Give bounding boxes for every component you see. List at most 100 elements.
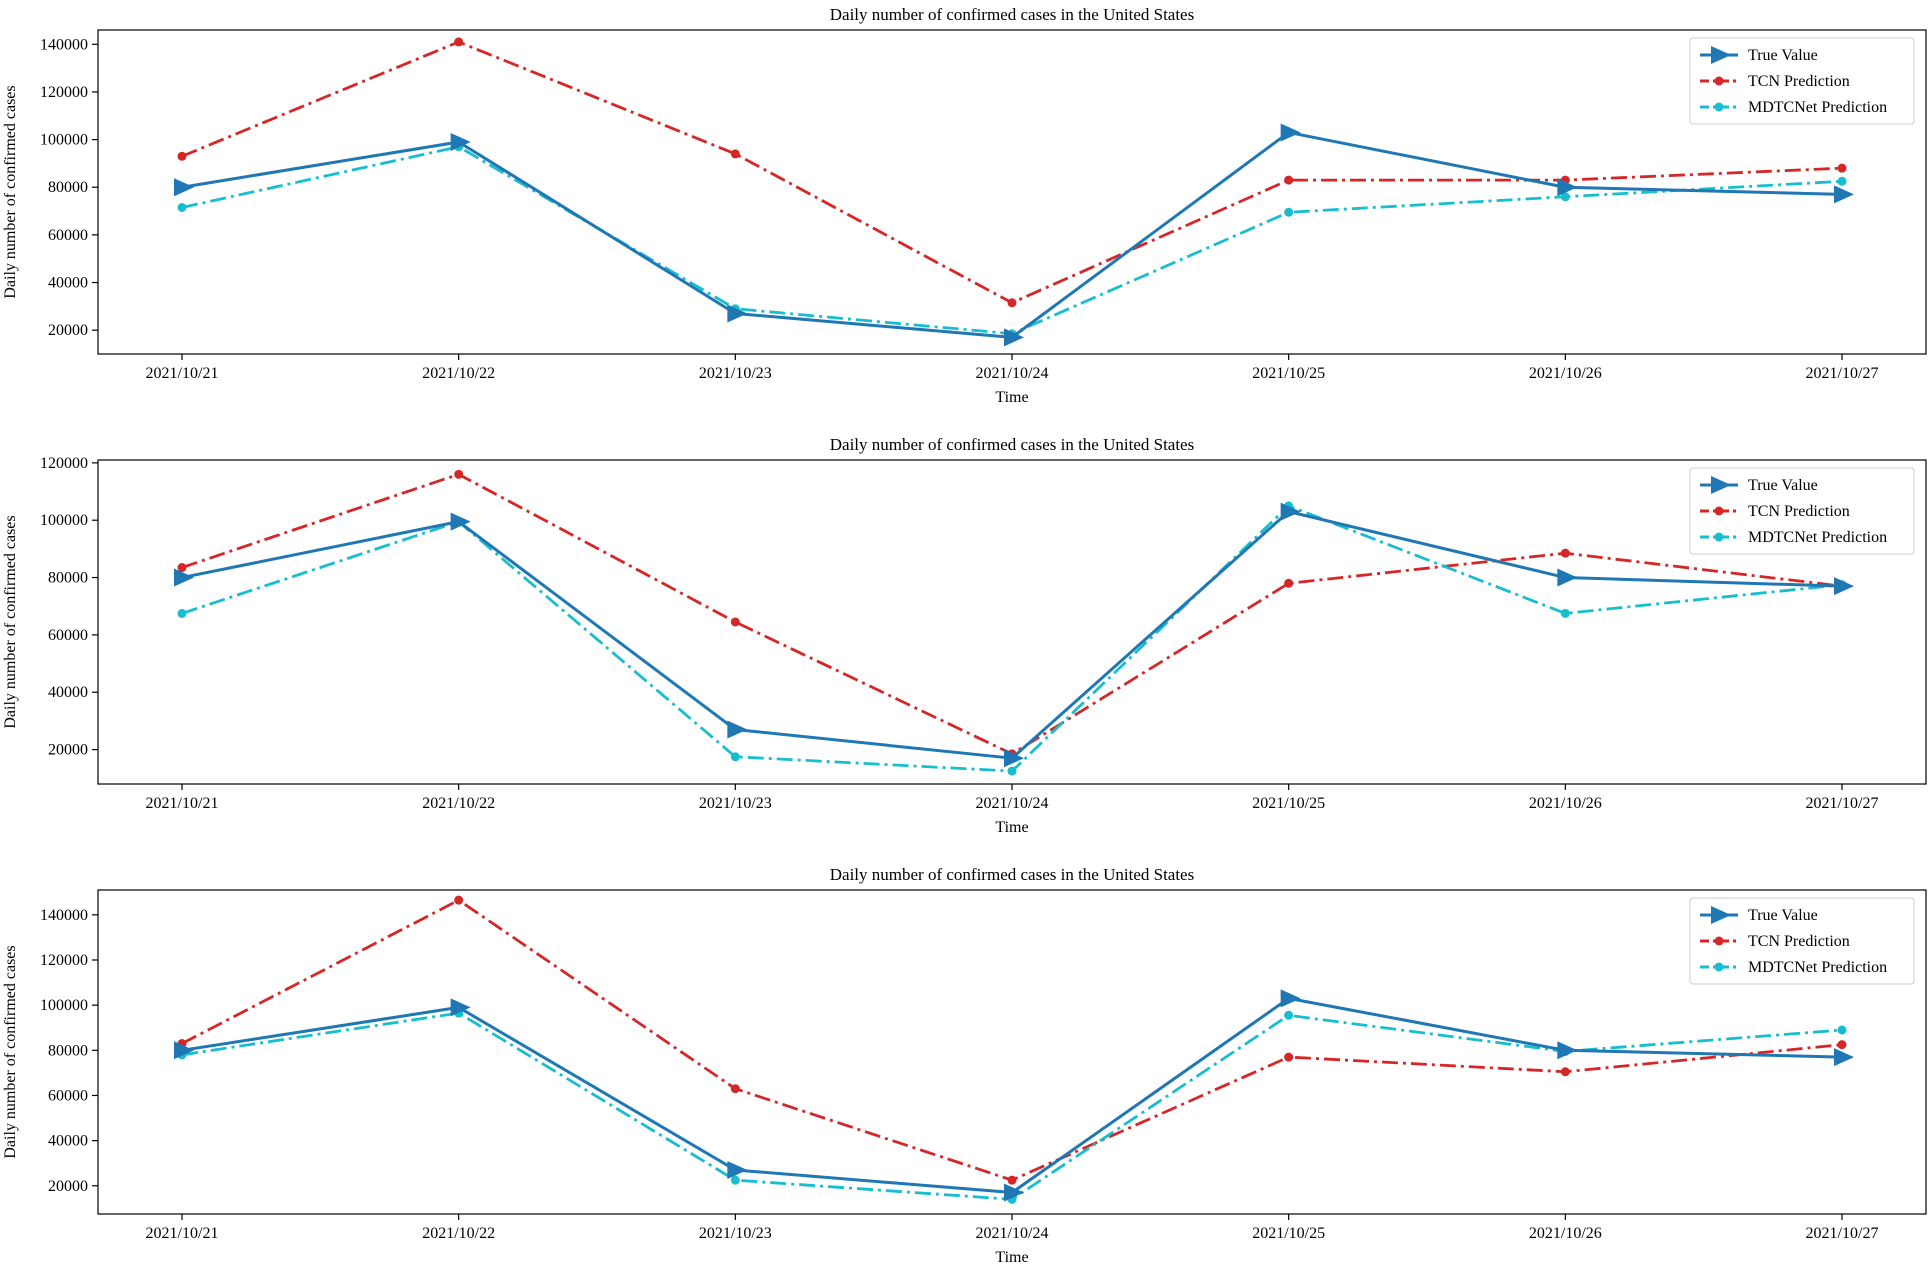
data-point <box>1837 176 1847 186</box>
y-tick-label: 40000 <box>48 275 88 292</box>
series-true-value <box>174 123 1854 347</box>
chart-title: Daily number of confirmed cases in the U… <box>830 865 1194 884</box>
data-point <box>727 720 748 739</box>
x-tick-label: 2021/10/23 <box>699 795 772 812</box>
y-tick-label: 20000 <box>48 322 88 339</box>
x-tick-label: 2021/10/27 <box>1806 1225 1879 1242</box>
legend-marker <box>1711 906 1731 924</box>
y-tick-label: 100000 <box>40 132 88 149</box>
legend-label: True Value <box>1748 907 1818 924</box>
legend: True Value TCN Prediction MDTCNet Predicti… <box>1689 897 1915 985</box>
legend-label: True Value <box>1748 47 1818 64</box>
data-point <box>1560 1067 1570 1077</box>
y-axis-label: Daily number of confirmed cases <box>2 945 19 1158</box>
x-tick-label: 2021/10/26 <box>1529 1225 1602 1242</box>
legend-label: MDTCNet Prediction <box>1748 959 1887 976</box>
series-tcn-prediction <box>177 37 1847 308</box>
x-tick-label: 2021/10/22 <box>422 365 495 382</box>
series-true-value <box>174 502 1854 768</box>
data-point <box>1837 163 1847 173</box>
legend-marker <box>1714 76 1724 86</box>
chart-panel-1: Daily number of confirmed cases in the U… <box>2 5 1927 406</box>
x-tick-label: 2021/10/25 <box>1252 365 1325 382</box>
data-point <box>1560 192 1570 202</box>
x-tick-label: 2021/10/25 <box>1252 795 1325 812</box>
data-point <box>174 1041 194 1060</box>
x-tick-label: 2021/10/26 <box>1529 795 1602 812</box>
data-point <box>1560 548 1570 558</box>
x-axis-label: Time <box>995 1249 1028 1266</box>
data-point <box>1834 1048 1854 1067</box>
data-point <box>177 151 187 161</box>
y-tick-label: 120000 <box>40 455 88 472</box>
data-point <box>1284 207 1294 217</box>
x-tick-label: 2021/10/21 <box>146 365 219 382</box>
x-tick-label: 2021/10/25 <box>1252 1225 1325 1242</box>
data-point <box>1557 1041 1578 1060</box>
data-point <box>177 608 187 618</box>
legend-box <box>1689 467 1915 555</box>
legend-item: True Value <box>1700 476 1818 494</box>
legend-item: True Value <box>1700 46 1818 64</box>
x-tick-label: 2021/10/23 <box>699 1225 772 1242</box>
data-point <box>177 202 187 212</box>
data-point <box>1007 298 1017 308</box>
legend-box <box>1689 37 1915 125</box>
x-tick-label: 2021/10/22 <box>422 1225 495 1242</box>
y-tick-label: 120000 <box>40 84 88 101</box>
x-tick-label: 2021/10/21 <box>146 795 219 812</box>
legend-label: TCN Prediction <box>1748 933 1850 950</box>
y-axis-label: Daily number of confirmed cases <box>2 85 19 298</box>
x-tick-label: 2021/10/23 <box>699 365 772 382</box>
y-tick-label: 140000 <box>40 907 88 924</box>
y-tick-label: 140000 <box>40 36 88 53</box>
legend: True Value TCN Prediction MDTCNet Predicti… <box>1689 37 1915 125</box>
y-tick-label: 60000 <box>48 627 88 644</box>
legend-label: MDTCNet Prediction <box>1748 529 1887 546</box>
y-axis-label: Daily number of confirmed cases <box>2 515 19 728</box>
legend-item: TCN Prediction <box>1700 73 1850 90</box>
data-point <box>727 1160 748 1179</box>
legend-item: TCN Prediction <box>1700 933 1850 950</box>
y-tick-label: 80000 <box>48 570 88 587</box>
legend-item: True Value <box>1700 906 1818 924</box>
data-point <box>1007 1175 1017 1185</box>
x-tick-label: 2021/10/22 <box>422 795 495 812</box>
x-tick-label: 2021/10/21 <box>146 1225 219 1242</box>
data-point <box>450 998 471 1017</box>
y-tick-label: 100000 <box>40 997 88 1014</box>
y-tick-label: 100000 <box>40 512 88 529</box>
data-point <box>1004 1183 1024 1202</box>
y-tick-label: 20000 <box>48 1178 88 1195</box>
chart-title: Daily number of confirmed cases in the U… <box>830 5 1194 24</box>
legend-marker <box>1711 46 1731 64</box>
data-point <box>177 563 187 573</box>
data-point <box>1557 568 1578 587</box>
y-tick-label: 60000 <box>48 1087 88 1104</box>
data-point <box>1284 1052 1294 1062</box>
legend-item: MDTCNet Prediction <box>1700 529 1887 546</box>
data-point <box>730 617 740 627</box>
x-tick-label: 2021/10/24 <box>976 795 1049 812</box>
legend-marker <box>1714 532 1724 542</box>
data-point <box>1837 1040 1847 1050</box>
series-tcn-prediction <box>177 895 1847 1185</box>
legend-label: MDTCNet Prediction <box>1748 99 1887 116</box>
data-point <box>174 178 194 197</box>
data-point <box>174 568 194 587</box>
data-point <box>1837 1025 1847 1035</box>
data-point <box>1557 178 1578 197</box>
x-axis-label: Time <box>995 819 1028 836</box>
data-point <box>730 1084 740 1094</box>
data-point <box>1004 749 1024 768</box>
chart-panel-3: Daily number of confirmed cases in the U… <box>2 865 1927 1266</box>
data-point <box>1284 1010 1294 1020</box>
chart-panel-2: Daily number of confirmed cases in the U… <box>2 435 1927 836</box>
data-point <box>1007 766 1017 776</box>
legend-marker <box>1714 506 1724 516</box>
data-point <box>1560 608 1570 618</box>
x-tick-label: 2021/10/26 <box>1529 365 1602 382</box>
legend-marker <box>1714 962 1724 972</box>
